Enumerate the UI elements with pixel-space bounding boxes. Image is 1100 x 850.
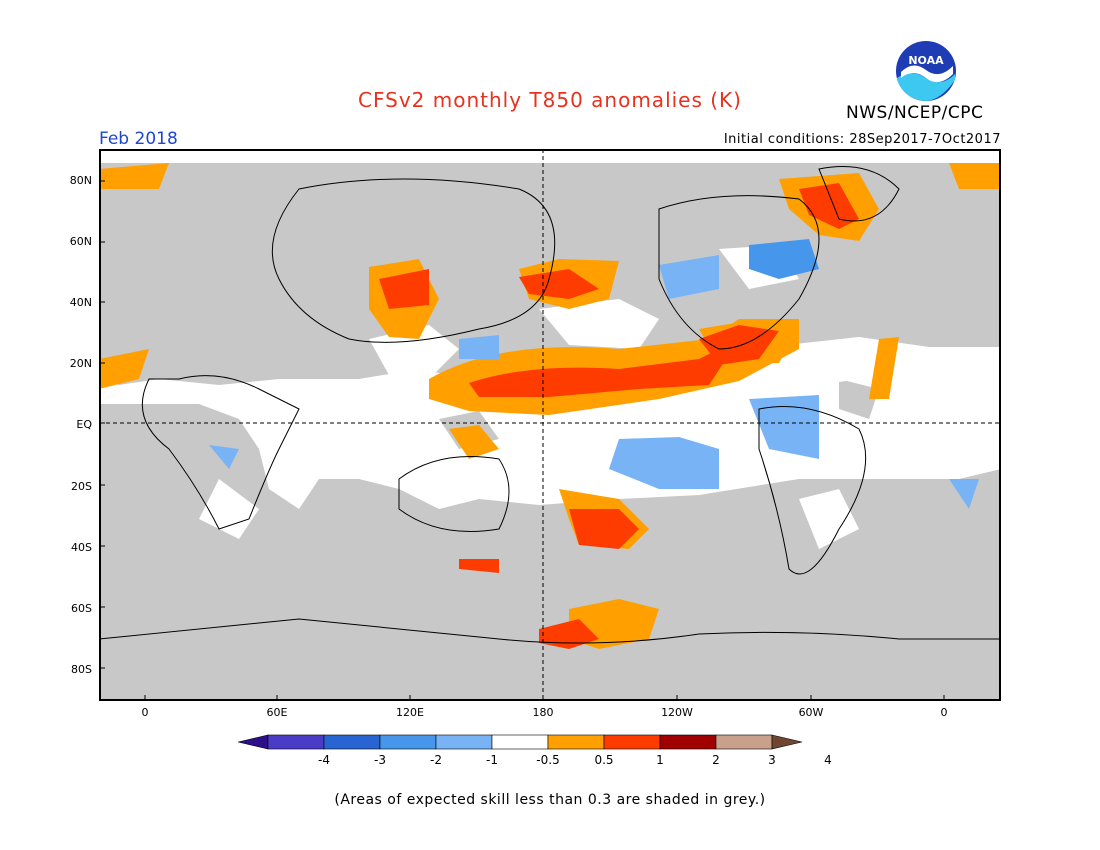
- colorbar-tick-label: -4: [318, 753, 330, 767]
- skill-caption: (Areas of expected skill less than 0.3 a…: [334, 792, 766, 808]
- anomaly-1-2: [379, 183, 859, 649]
- colorbar-tick-label: -2: [430, 753, 442, 767]
- colorbar-segment: [323, 734, 381, 750]
- lat-label-20s: 20S: [71, 480, 92, 493]
- lat-label-40n: 40N: [69, 296, 92, 309]
- lat-label-20n: 20N: [69, 357, 92, 370]
- lon-label-60w: 60W: [798, 706, 824, 719]
- lat-label-80s: 80S: [71, 663, 92, 676]
- lon-label-120e: 120E: [396, 706, 424, 719]
- lat-label-80n: 80N: [69, 174, 92, 187]
- initial-conditions-label: Initial conditions:: [723, 132, 845, 147]
- colorbar-segment: [435, 734, 493, 750]
- colorbar-segment: [547, 734, 605, 750]
- lat-label-eq: EQ: [76, 418, 92, 431]
- lat-label-40s: 40S: [71, 541, 92, 554]
- lat-label-60n: 60N: [69, 235, 92, 248]
- colorbar-tick-label: 4: [824, 753, 832, 767]
- map-title: CFSv2 monthly T850 anomalies (K): [358, 88, 742, 112]
- lon-label-60e: 60E: [266, 706, 288, 719]
- colorbar-tick-label: 2: [712, 753, 720, 767]
- colorbar-segment: [659, 734, 717, 750]
- forecast-month: Feb 2018: [99, 129, 178, 149]
- anomaly-neg0p5-neg1: [209, 255, 979, 509]
- colorbar-arrow-high: [771, 734, 803, 750]
- colorbar-tick-label: 1: [656, 753, 664, 767]
- lon-label-180: 180: [532, 706, 554, 719]
- colorbar-tick-label: -3: [374, 753, 386, 767]
- colorbar: [238, 734, 803, 750]
- initial-conditions: Initial conditions: 28Sep2017-7Oct2017: [724, 132, 1001, 147]
- colorbar-tick-label: -0.5: [536, 753, 560, 767]
- agency-label: NWS/NCEP/CPC: [846, 103, 984, 123]
- colorbar-segment: [267, 734, 325, 750]
- colorbar-tick-label: 0.5: [594, 753, 614, 767]
- lon-label-0-west: 0: [141, 706, 149, 719]
- colorbar-segment: [603, 734, 661, 750]
- coastlines: [99, 166, 999, 644]
- colorbar-segment: [379, 734, 437, 750]
- colorbar-segment: [491, 734, 549, 750]
- anomaly-map: [99, 149, 1001, 701]
- initial-conditions-value: 28Sep2017-7Oct2017: [849, 132, 1001, 147]
- map-frame: [99, 149, 1001, 701]
- colorbar-tick-label: 3: [768, 753, 776, 767]
- lon-label-0-east: 0: [940, 706, 948, 719]
- colorbar-arrow-low: [238, 734, 269, 750]
- noaa-logo-icon: NOAA: [896, 41, 956, 101]
- colorbar-tick-label: -1: [486, 753, 498, 767]
- colorbar-segment: [715, 734, 773, 750]
- lon-label-120w: 120W: [661, 706, 693, 719]
- logo-text: NOAA: [908, 54, 944, 67]
- tick-marks: [99, 180, 945, 701]
- anomaly-neg1-neg2: [749, 239, 819, 279]
- lat-label-60s: 60S: [71, 602, 92, 615]
